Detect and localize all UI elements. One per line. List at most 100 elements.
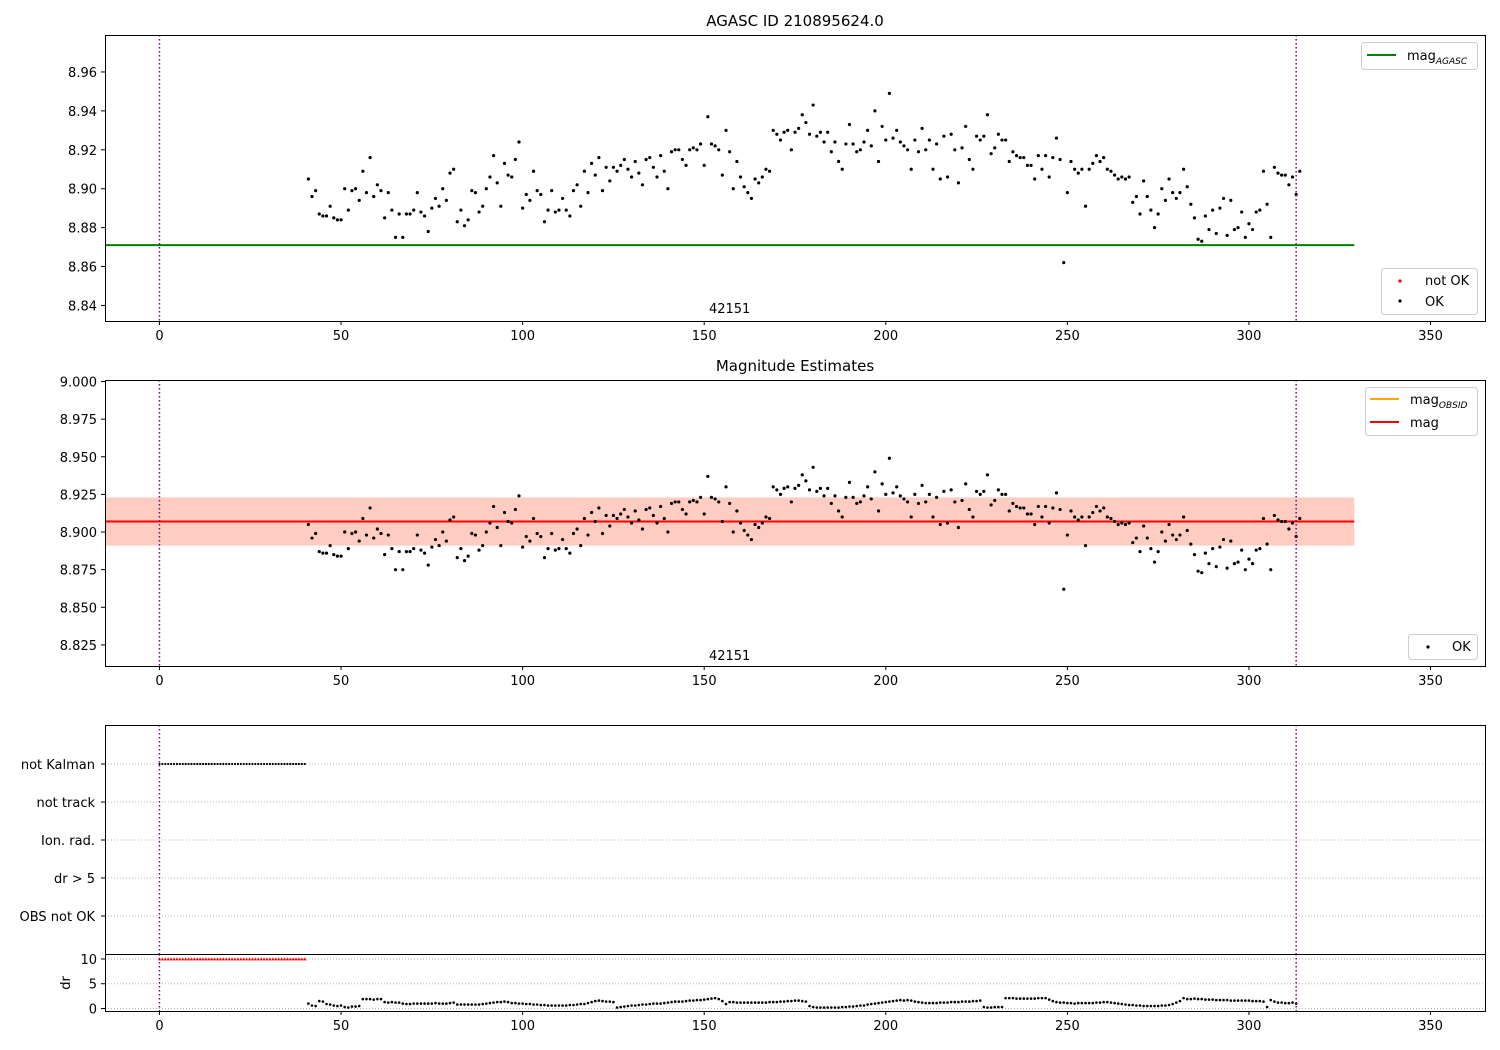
ok-point [444,539,448,543]
panel1-title: AGASC ID 210895624.0 [706,12,884,30]
dr-point [873,1002,877,1005]
dr-point [405,1002,408,1006]
ok-point [437,543,441,548]
ok-point [1196,237,1200,241]
flag-point [242,762,245,766]
ok-point [971,167,975,171]
ok-point [1225,566,1229,570]
flag-point [219,762,222,766]
ok-point [659,154,663,158]
dr-point [1269,998,1273,1002]
dr-point [1044,996,1047,1000]
dr-point [1182,996,1185,1000]
flag-point [164,762,167,766]
ok-point [862,140,866,144]
ok-point [1080,167,1084,171]
ok-point [1272,165,1276,169]
ok-point [1250,227,1255,232]
panel-magnitude-estimates: Magnitude Estimates 0 50 100 150 200 250 300 35… [60,357,1486,689]
dr-gt5-point [239,957,243,961]
dr-point [470,1003,474,1006]
ok-point [655,175,659,179]
dr-point [804,1000,808,1003]
dr-gt5-point [282,957,286,961]
ok-point [408,212,412,216]
ok-point [321,551,325,555]
dr-point [336,1004,339,1008]
ok-point [789,148,793,152]
ok-point [691,498,695,503]
dr-point [597,999,601,1002]
ok-point [895,485,899,489]
dr-gt5-point [198,957,202,961]
dr-point [1073,1002,1076,1005]
x-tick-label: 300 [1237,674,1262,689]
dr-point [1026,997,1029,1000]
ok-point [895,128,899,132]
ok-point [1120,521,1124,525]
ok-point [1142,179,1146,183]
ok-point [862,494,866,498]
dr-gt5-point [169,957,173,961]
y-tick-label: 8.900 [60,526,97,541]
ok-point [706,474,710,478]
ok-point [1290,521,1295,525]
dr-point [517,1002,521,1005]
flag-point [193,762,196,766]
ok-point [633,509,637,513]
flag-point [274,762,277,766]
dr-point [699,998,702,1002]
ok-point [829,501,833,506]
ok-point [455,556,459,560]
dr-point [434,1001,437,1005]
legend-ok-label: OK [1425,295,1444,310]
dr-point [1011,996,1015,1000]
ok-point [484,187,488,191]
dr-gt5-point [268,957,272,961]
ok-point [702,163,706,167]
ok-point [1105,167,1109,171]
ok-point [375,183,379,187]
x-tick-label: 0 [155,674,163,689]
ok-point [1022,506,1026,510]
ok-point [1022,155,1026,160]
dr-point [909,999,913,1002]
ok-point [462,559,467,563]
ok-point [1083,204,1088,208]
ok-point [644,157,648,162]
ok-point [1171,533,1175,537]
dr-gt5-point [218,957,223,961]
x-tick-label: 150 [692,329,717,344]
dr-point [775,1000,779,1004]
ok-point [659,504,663,509]
y-tick-label: 8.975 [60,413,97,428]
ok-point [927,138,931,142]
ok-point [905,148,910,152]
ok-point [1196,569,1200,573]
dr-point [412,1002,415,1005]
ok-point [956,181,961,185]
dr-point [1229,999,1233,1002]
x-tick-label: 150 [692,674,717,689]
ok-point [600,531,605,536]
legend-ok-marker [1398,299,1402,303]
dr-point [779,1000,782,1003]
ok-point [1265,202,1269,206]
ok-point [386,533,390,537]
ok-point [619,163,623,167]
y-tick-label: 8.88 [68,222,97,237]
ok-point [960,498,964,503]
ok-point [437,204,441,208]
dr-gt5-point [265,957,269,961]
ok-point [855,150,859,154]
ok-point [368,155,372,160]
dr-point [416,1002,419,1005]
ok-point [996,488,1000,492]
ok-point [855,501,859,506]
ok-point [1040,515,1044,519]
dr-gt5-point [221,957,225,961]
dr-point [510,1001,514,1005]
dr-point [1193,997,1196,1000]
ok-point [709,495,714,500]
ok-point [1120,175,1124,179]
